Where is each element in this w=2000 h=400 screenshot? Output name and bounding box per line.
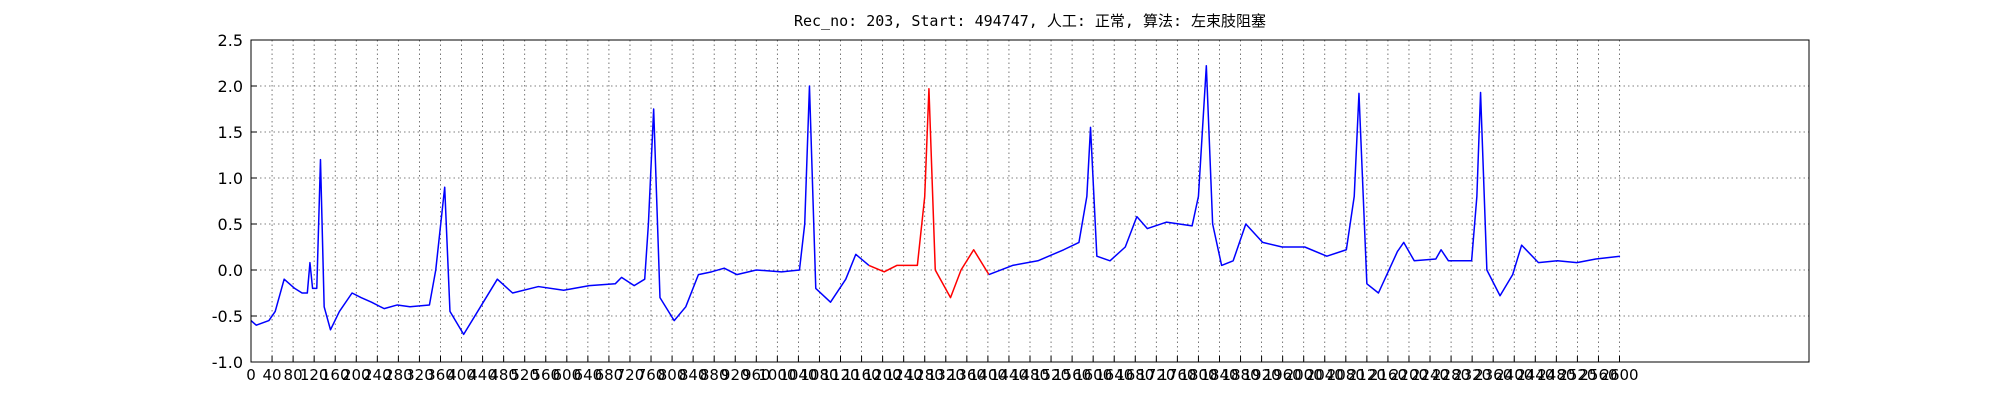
x-tick-label: 1760 xyxy=(1158,366,1196,384)
x-tick-label: 600 xyxy=(552,366,581,384)
x-tick-label: 2560 xyxy=(1579,366,1617,384)
x-tick-label: 1720 xyxy=(1137,366,1175,384)
x-tick-label: 1640 xyxy=(1095,366,1133,384)
x-tick-label: 2440 xyxy=(1516,366,1554,384)
x-tick-label: 0 xyxy=(246,366,256,384)
x-tick-label: 280 xyxy=(384,366,413,384)
x-tick-label: 2400 xyxy=(1495,366,1533,384)
x-tick-label: 2480 xyxy=(1537,366,1575,384)
x-tick-label: 960 xyxy=(742,366,771,384)
x-tick-label: 2360 xyxy=(1474,366,1512,384)
y-tick-label: 2.5 xyxy=(218,31,243,50)
x-tick-label: 1360 xyxy=(948,366,986,384)
x-tick-label: 2280 xyxy=(1432,366,1470,384)
x-tick-label: 2160 xyxy=(1369,366,1407,384)
x-tick-label: 1040 xyxy=(779,366,817,384)
y-tick-label: 0.5 xyxy=(218,215,243,234)
y-tick-label: 2.0 xyxy=(218,77,243,96)
x-tick-label: 1960 xyxy=(1264,366,1302,384)
x-tick-label: 40 xyxy=(263,366,282,384)
x-tick-label: 120 xyxy=(300,366,329,384)
x-tick-label: 640 xyxy=(574,366,603,384)
signal-line xyxy=(868,88,990,299)
x-tick-label: 2040 xyxy=(1306,366,1344,384)
chart-title: Rec_no: 203, Start: 494747, 人工: 正常, 算法: … xyxy=(794,12,1266,30)
x-tick-label: 1520 xyxy=(1032,366,1070,384)
signal-line xyxy=(250,85,870,336)
x-tick-label: 240 xyxy=(363,366,392,384)
plot-frame xyxy=(250,39,1810,363)
x-tick-label: 560 xyxy=(531,366,560,384)
x-tick-label: 400 xyxy=(447,366,476,384)
x-tick-label: 320 xyxy=(405,366,434,384)
x-tick-label: 2080 xyxy=(1327,366,1365,384)
x-tick-label: 1920 xyxy=(1243,366,1281,384)
x-tick-label: 1400 xyxy=(969,366,1007,384)
x-tick-label: 1840 xyxy=(1200,366,1238,384)
x-tick-label: 1440 xyxy=(990,366,1028,384)
x-tick-label: 1000 xyxy=(758,366,796,384)
x-tick-label: 840 xyxy=(679,366,708,384)
x-tick-label: 1800 xyxy=(1179,366,1217,384)
x-tick-label: 360 xyxy=(426,366,455,384)
x-tick-label: 1880 xyxy=(1221,366,1259,384)
x-tick-label: 2000 xyxy=(1285,366,1323,384)
x-tick-label: 2120 xyxy=(1348,366,1386,384)
x-tick-label: 200 xyxy=(342,366,371,384)
x-tick-label: 1280 xyxy=(906,366,944,384)
x-tick-label: 800 xyxy=(658,366,687,384)
x-tick-label: 2600 xyxy=(1600,366,1638,384)
x-tick-label: 920 xyxy=(721,366,750,384)
x-tick-label: 2200 xyxy=(1390,366,1428,384)
signal-line xyxy=(988,65,1621,297)
x-tick-label: 1080 xyxy=(800,366,838,384)
x-tick-label: 520 xyxy=(510,366,539,384)
x-tick-label: 1480 xyxy=(1011,366,1049,384)
x-tick-label: 2240 xyxy=(1411,366,1449,384)
x-tick-label: 1200 xyxy=(864,366,902,384)
x-tick-label: 2520 xyxy=(1558,366,1596,384)
y-tick-label: -0.5 xyxy=(212,307,243,326)
x-tick-label: 1240 xyxy=(885,366,923,384)
x-tick-label: 480 xyxy=(489,366,518,384)
x-tick-label: 1120 xyxy=(821,366,859,384)
x-tick-label: 2320 xyxy=(1453,366,1491,384)
x-tick-label: 760 xyxy=(637,366,666,384)
x-tick-label: 1680 xyxy=(1116,366,1154,384)
x-tick-label: 80 xyxy=(284,366,303,384)
x-tick-label: 680 xyxy=(595,366,624,384)
y-tick-label: 1.5 xyxy=(218,123,243,142)
x-tick-label: 440 xyxy=(468,366,497,384)
x-tick-label: 720 xyxy=(616,366,645,384)
x-tick-label: 160 xyxy=(321,366,350,384)
x-tick-label: 1560 xyxy=(1053,366,1091,384)
x-tick-label: 1320 xyxy=(927,366,965,384)
y-tick-label: -1.0 xyxy=(212,353,243,372)
y-tick-label: 0.0 xyxy=(218,261,243,280)
x-tick-label: 1160 xyxy=(842,366,880,384)
y-tick-label: 1.0 xyxy=(218,169,243,188)
x-tick-label: 880 xyxy=(700,366,729,384)
x-tick-label: 1600 xyxy=(1074,366,1112,384)
